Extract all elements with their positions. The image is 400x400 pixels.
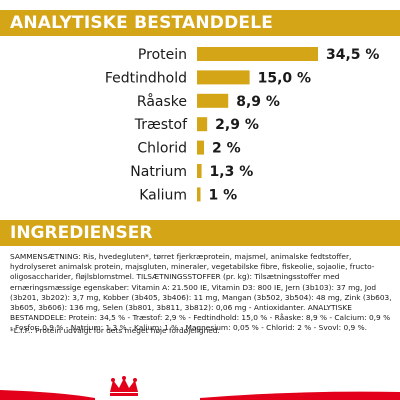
footer-curve bbox=[0, 390, 95, 400]
bar bbox=[197, 70, 250, 85]
bar bbox=[197, 140, 205, 155]
category-label: Kalium bbox=[139, 187, 187, 203]
value-label: 2 % bbox=[212, 141, 241, 157]
bar bbox=[197, 93, 229, 108]
bar bbox=[197, 164, 202, 178]
nutrient-bar-chart: Protein 34,5 % Fedtindhold 15,0 % Råaske 8,9 … bbox=[105, 47, 379, 203]
value-label: 2,9 % bbox=[215, 117, 259, 133]
ingredients-section-header: INGREDIENSER bbox=[0, 220, 400, 246]
category-label: Natrium bbox=[130, 164, 187, 180]
category-label: Råaske bbox=[137, 93, 187, 110]
bar bbox=[197, 47, 318, 61]
ingredients-section-title: INGREDIENSER bbox=[10, 223, 153, 243]
footer-curve-right bbox=[200, 391, 400, 400]
royal-canin-crown-icon bbox=[110, 376, 138, 396]
analysis-section-header: ANALYTISKE BESTANDDELE bbox=[0, 10, 400, 36]
value-label: 15,0 % bbox=[258, 70, 311, 86]
category-label: Chlorid bbox=[137, 141, 187, 157]
logo-footer bbox=[0, 376, 400, 400]
bar bbox=[197, 187, 201, 202]
category-label: Protein bbox=[138, 47, 187, 63]
analysis-section-title: ANALYTISKE BESTANDDELE bbox=[10, 13, 274, 33]
value-label: 1 % bbox=[209, 187, 238, 203]
value-label: 8,9 % bbox=[236, 94, 280, 110]
footnote-text: *L.I.P.: Protein udvalgt for dets meget … bbox=[10, 326, 220, 335]
ingredients-text: SAMMENSÆTNING: Ris, hvedegluten*, tørret… bbox=[10, 252, 392, 333]
category-label: Træstof bbox=[134, 117, 188, 133]
bar bbox=[197, 117, 208, 132]
value-label: 1,3 % bbox=[210, 164, 254, 180]
category-label: Fedtindhold bbox=[105, 70, 187, 86]
value-label: 34,5 % bbox=[326, 47, 379, 63]
